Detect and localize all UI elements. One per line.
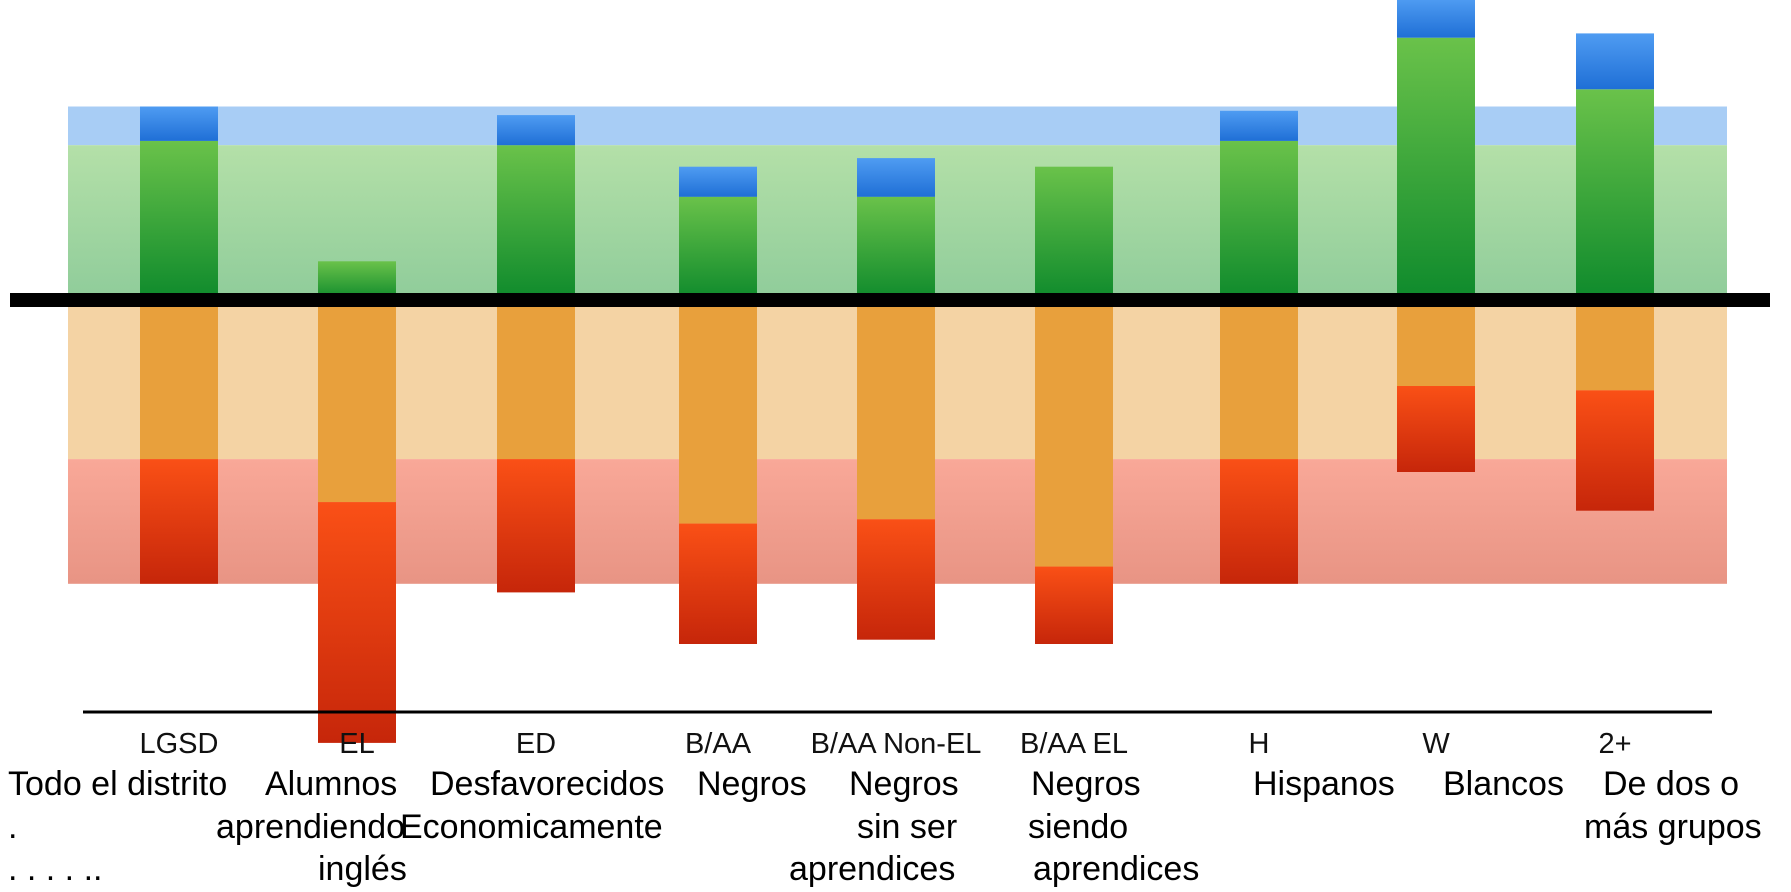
red-segment xyxy=(497,459,575,593)
tick-label: B/AA EL xyxy=(1020,728,1128,760)
blue-segment xyxy=(1397,0,1475,38)
orange-segment xyxy=(1035,300,1113,567)
category-description-line: . . . . .. xyxy=(8,850,102,888)
category-description-line: . xyxy=(8,808,17,846)
tick-label: H xyxy=(1249,728,1270,760)
tick-label: ED xyxy=(516,728,556,760)
red-segment xyxy=(679,523,757,644)
red-segment xyxy=(1397,386,1475,472)
orange-segment xyxy=(1220,300,1298,460)
red-segment xyxy=(857,519,935,640)
green-segment xyxy=(857,196,935,300)
band-0 xyxy=(68,106,1727,146)
bar-1 xyxy=(318,261,396,743)
orange-segment xyxy=(1397,300,1475,386)
category-description-line: Hispanos xyxy=(1253,765,1395,803)
blue-segment xyxy=(497,115,575,146)
red-segment xyxy=(1576,390,1654,511)
blue-segment xyxy=(679,166,757,197)
category-description-line: Economicamente xyxy=(400,808,663,846)
tick-label: EL xyxy=(339,728,374,760)
bars xyxy=(140,0,1654,743)
bar-8 xyxy=(1576,33,1654,511)
category-description-line: Desfavorecidos xyxy=(430,765,664,803)
category-description-line: siendo xyxy=(1028,808,1128,846)
category-description-line: aprendices xyxy=(1033,850,1199,888)
category-descriptions: Todo el distrito. . . . . .. Alumnos aprend… xyxy=(8,765,1762,888)
bar-5 xyxy=(1035,166,1113,644)
bar-2 xyxy=(497,115,575,593)
category-description-line: De dos o xyxy=(1603,765,1739,803)
tick-label: W xyxy=(1422,728,1450,760)
bar-0 xyxy=(140,106,218,584)
green-segment xyxy=(497,145,575,300)
orange-segment xyxy=(497,300,575,460)
green-segment xyxy=(140,140,218,300)
green-segment xyxy=(1576,89,1654,300)
orange-segment xyxy=(857,300,935,520)
green-segment xyxy=(1397,37,1475,300)
category-description-line: aprendices xyxy=(789,850,955,888)
orange-segment xyxy=(1576,300,1654,391)
category-description-line: Alumnos xyxy=(265,765,397,803)
green-segment xyxy=(679,196,757,300)
red-segment xyxy=(140,459,218,584)
red-segment xyxy=(1035,566,1113,644)
bar-6 xyxy=(1220,110,1298,584)
green-segment xyxy=(1035,166,1113,300)
tick-label: 2+ xyxy=(1598,728,1631,760)
x-tick-labels: LGSD EL ED B/AA B/AA Non-EL B/AA EL H W 2+ xyxy=(140,728,1632,760)
blue-segment xyxy=(857,158,935,197)
category-description-line: sin ser xyxy=(857,808,957,846)
green-segment xyxy=(1220,140,1298,300)
blue-segment xyxy=(1220,110,1298,141)
orange-segment xyxy=(318,300,396,503)
category-description-line: Negros xyxy=(1031,765,1141,803)
red-segment xyxy=(318,502,396,743)
category-description-line: inglés xyxy=(318,850,407,888)
category-description-line: Negros xyxy=(849,765,959,803)
category-description-line: Blancos xyxy=(1443,765,1564,803)
bar-7 xyxy=(1397,0,1475,472)
bar-4 xyxy=(857,158,935,640)
tick-label: B/AA xyxy=(685,728,752,760)
blue-segment xyxy=(140,106,218,141)
red-segment xyxy=(1220,459,1298,584)
category-description-line: aprendiendo xyxy=(216,808,405,846)
category-description-line: más grupos xyxy=(1584,808,1762,846)
orange-segment xyxy=(140,300,218,460)
bar-3 xyxy=(679,166,757,644)
category-description-line: Todo el distrito xyxy=(8,765,227,803)
orange-segment xyxy=(679,300,757,524)
category-description-line: Negros xyxy=(697,765,807,803)
blue-segment xyxy=(1576,33,1654,90)
tick-label: LGSD xyxy=(140,728,219,760)
tick-label: B/AA Non-EL xyxy=(811,728,982,760)
